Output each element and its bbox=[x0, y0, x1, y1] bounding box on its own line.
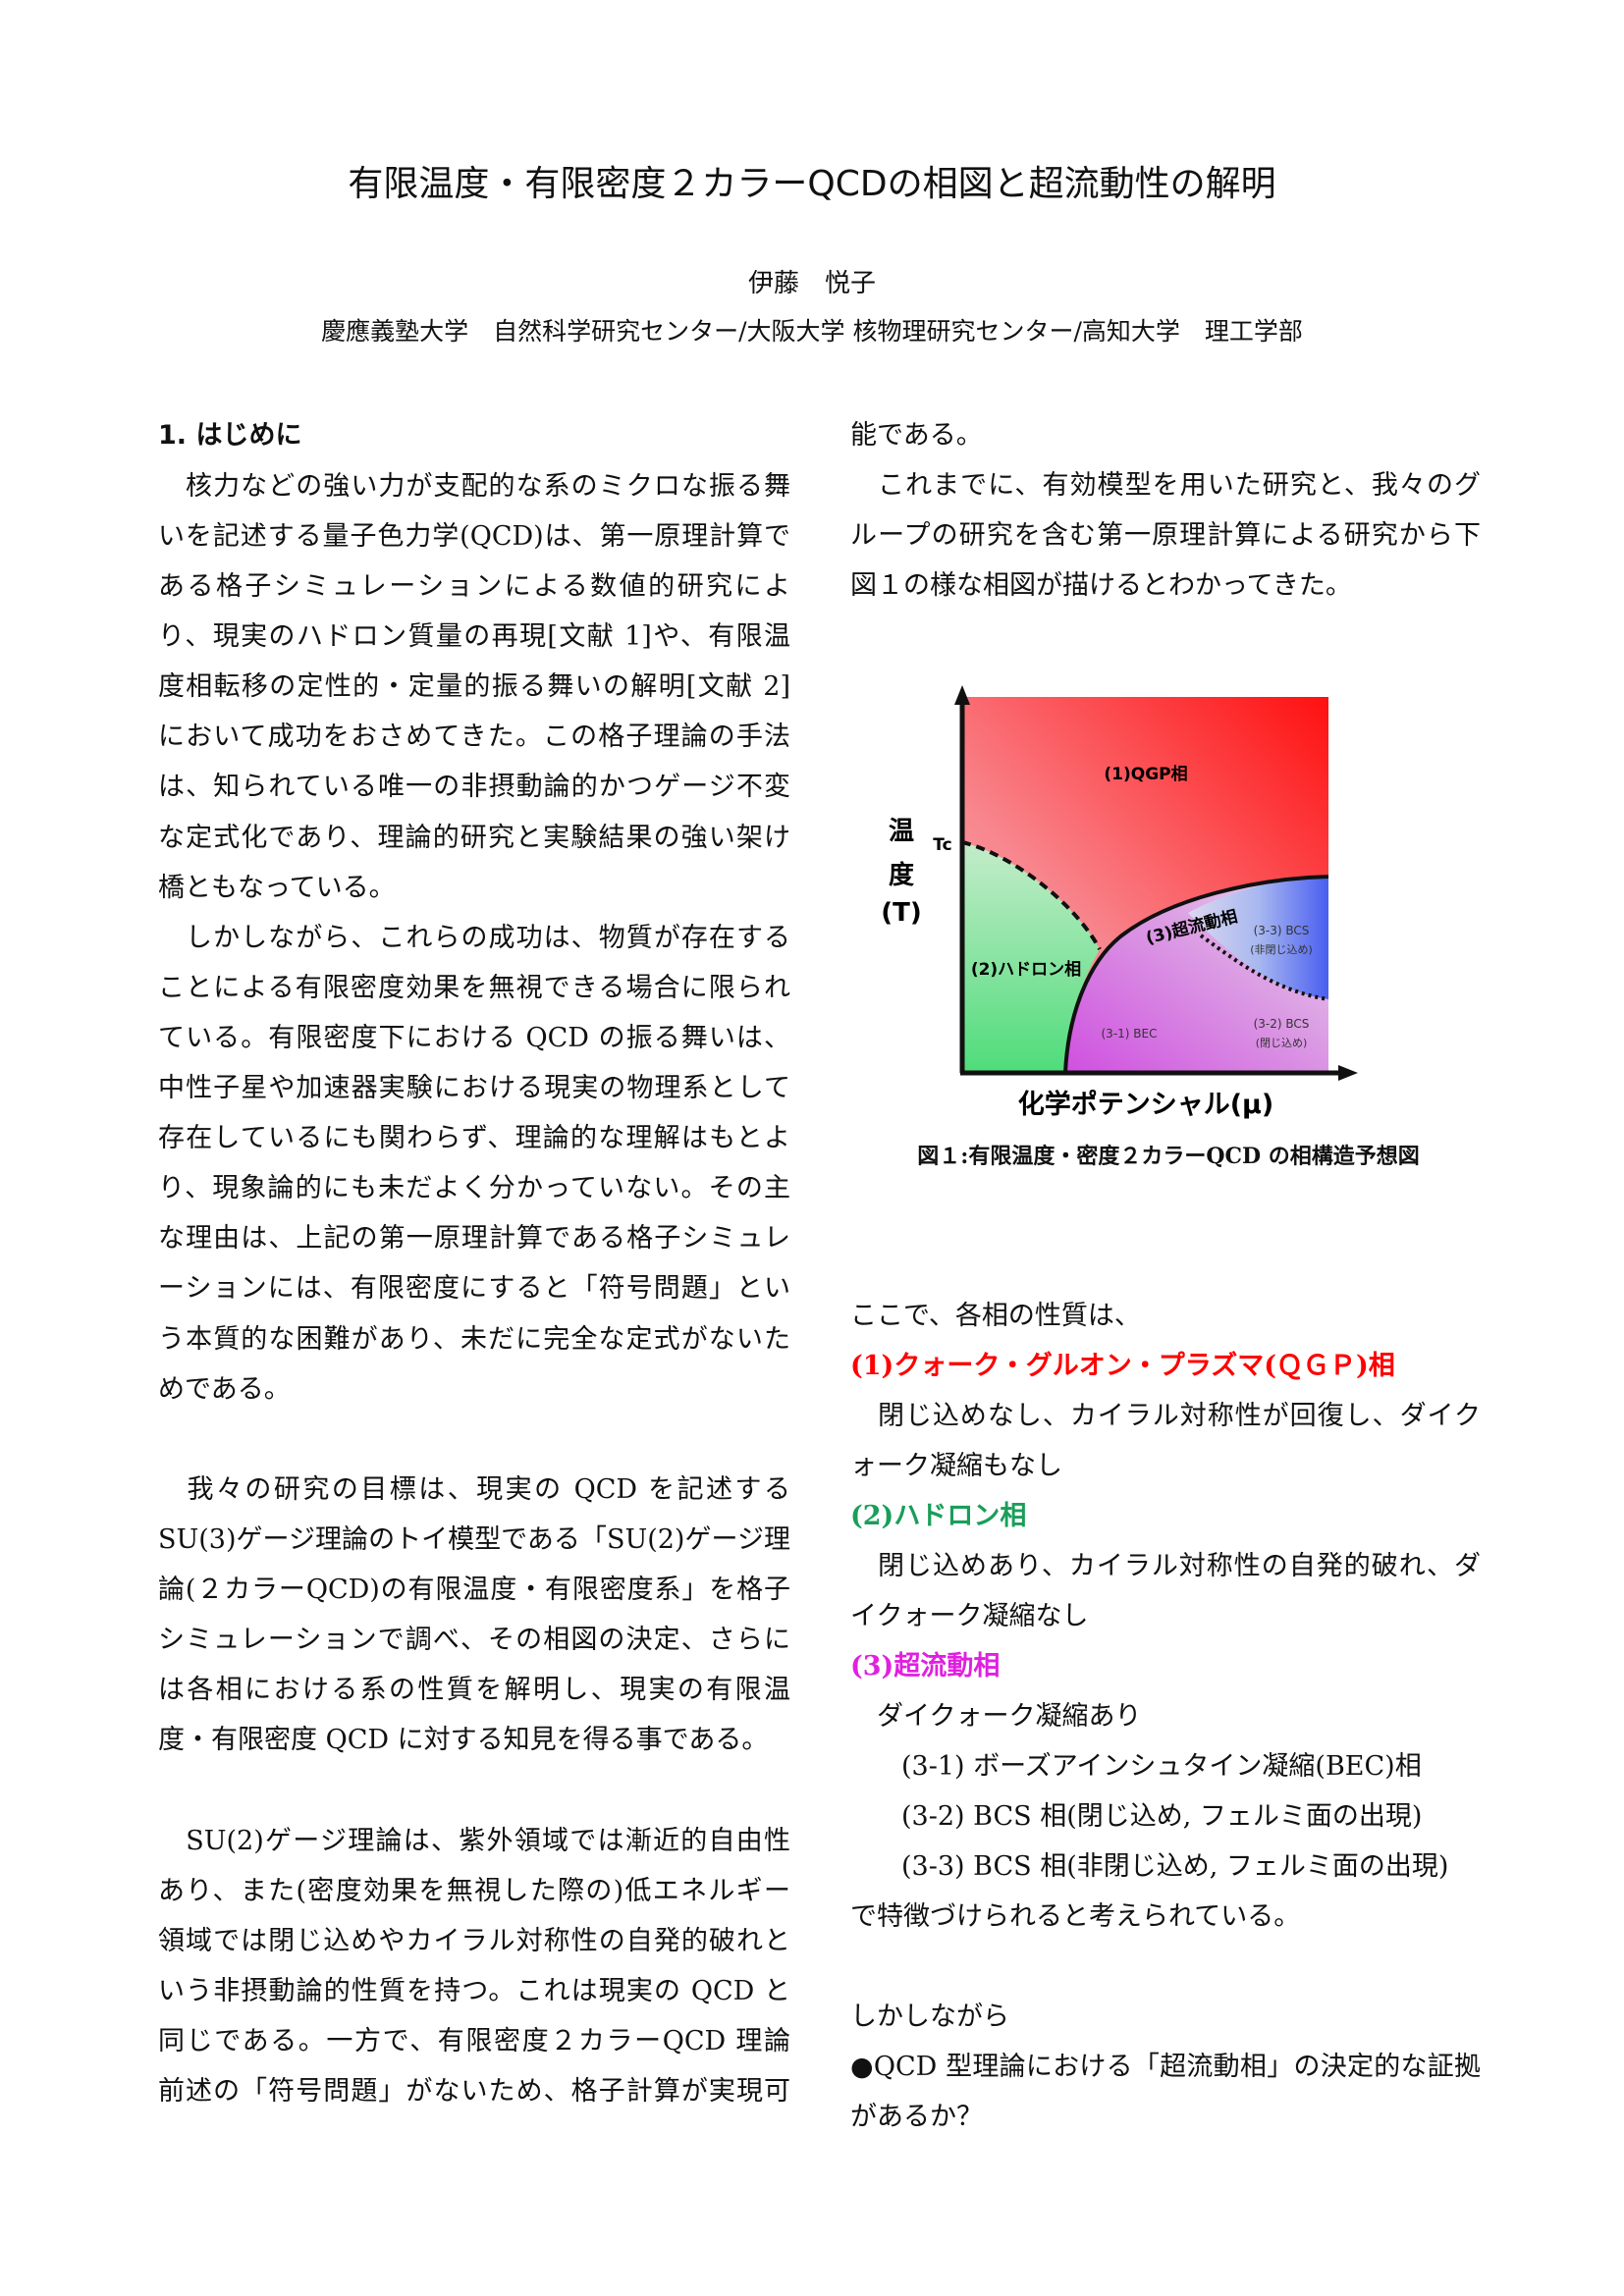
phase-desc: 閉じ込めなし、カイラル対称性が回復し、ダイク bbox=[850, 1401, 1481, 1431]
paragraph-line: 度相転移の定性的・定量的振る舞いの解明[文献 2] bbox=[158, 671, 790, 703]
paragraph-line: 橋ともなっている。 bbox=[158, 872, 396, 903]
phase-desc: イクォーク凝縮なし bbox=[850, 1601, 1089, 1631]
x-axis-label: 化学ポテンシャル(μ) bbox=[1018, 1089, 1274, 1120]
paragraph-line: SU(2)ゲージ理論は、紫外領域では漸近的自由性が bbox=[186, 1825, 790, 1856]
paragraph-line: ことによる有限密度効果を無視できる場合に限られ bbox=[158, 972, 790, 1003]
paragraph-line: 核力などの強い力が支配的な系のミクロな振る舞 bbox=[158, 470, 790, 502]
hadron-qgp-crossover-line bbox=[961, 840, 1102, 950]
y-axis-label: 度 bbox=[889, 860, 914, 890]
subphase-item: (3-3) BCS 相(非閉じ込め, フェルミ面の出現) bbox=[901, 1851, 1449, 1882]
paragraph-line: SU(3)ゲージ理論のトイ模型である「SU(2)ゲージ理 bbox=[158, 1523, 790, 1555]
question-line: ●QCD 型理論における「超流動相」の決定的な証拠 bbox=[850, 2052, 1481, 2082]
paragraph-line: 能である。 bbox=[850, 420, 983, 451]
left-column: 1. はじめに 核力などの強い力が支配的な系のミクロな振る舞 いを記述する量子色力… bbox=[158, 0, 790, 2296]
paragraph-line: 図１の様な相図が描けるとわかってきた。 bbox=[850, 570, 1352, 601]
hadron-label: (2)ハドロン相 bbox=[971, 959, 1081, 980]
paragraph-line: しかしながら、これらの成功は、物質が存在する bbox=[158, 922, 790, 953]
paragraph-line: 中性子星や加速器実験における現実の物理系として bbox=[158, 1073, 790, 1103]
paragraph-line: う本質的な困難があり、未だに完全な定式がないた bbox=[158, 1323, 790, 1355]
paragraph-line: は、知られている唯一の非摂動論的かつゲージ不変 bbox=[158, 772, 790, 803]
paragraph-line: において成功をおさめてきた。この格子理論の手法 bbox=[158, 721, 790, 753]
superfluid-boundary-line bbox=[1063, 875, 1329, 1074]
phase-desc: 閉じ込めあり、カイラル対称性の自発的破れ、ダ bbox=[850, 1551, 1481, 1581]
paragraph-line: ループの研究を含む第一原理計算による研究から下 bbox=[850, 520, 1481, 551]
section-heading: 1. はじめに bbox=[158, 420, 302, 451]
x-axis-arrow-icon bbox=[1338, 1065, 1358, 1081]
phases-intro: ここで、各相の性質は、 bbox=[850, 1301, 1141, 1331]
paragraph-line: ーションには、有限密度にすると「符号問題」とい bbox=[158, 1273, 790, 1305]
subphase-item: (3-2) BCS 相(閉じ込め, フェルミ面の出現) bbox=[901, 1801, 1423, 1832]
paragraph-line: 我々の研究の目標は、現実の QCD を記述する bbox=[158, 1473, 790, 1505]
paragraph-line: 度・有限密度 QCD に対する知見を得る事である。 bbox=[158, 1725, 769, 1756]
paragraph-line: シミュレーションで調べ、その相図の決定、さらに bbox=[158, 1625, 790, 1656]
tc-label: Tc bbox=[933, 835, 951, 855]
phase-desc: ダイクォーク凝縮あり bbox=[850, 1701, 1142, 1732]
paragraph-line: あり、また(密度効果を無視した際の)低エネルギー bbox=[158, 1875, 790, 1906]
bcs-deconfined-sublabel: (非閉じ込め) bbox=[1250, 943, 1313, 956]
paragraph-line: り、現実のハドロン質量の再現[文献 1]や、有限温 bbox=[158, 621, 790, 653]
phase-desc: ォーク凝縮もなし bbox=[850, 1451, 1062, 1481]
paragraph-line: 領域では閉じ込めやカイラル対称性の自発的破れと bbox=[158, 1925, 790, 1956]
paragraph-line: 存在しているにも関わらず、理論的な理解はもとよ bbox=[158, 1123, 790, 1154]
bcs-confined-sublabel: (閉じ込め) bbox=[1256, 1037, 1308, 1049]
figure-caption: 図１:有限温度・密度２カラーQCD の相構造予想図 bbox=[917, 1144, 1420, 1169]
paragraph-line: り、現象論的にも未だよく分かっていない。その主 bbox=[158, 1173, 790, 1204]
y-axis-label: (T) bbox=[881, 898, 922, 928]
bec-label: (3-1) BEC bbox=[1102, 1027, 1158, 1041]
paragraph-line: 論(２カラーQCD)の有限温度・有限密度系」を格子 bbox=[158, 1575, 790, 1605]
right-column: 能である。 これまでに、有効模型を用いた研究と、我々のグ ループの研究を含む第一… bbox=[850, 0, 1481, 2296]
paragraph-line: いを記述する量子色力学(QCD)は、第一原理計算で bbox=[158, 520, 790, 552]
hadron-region bbox=[962, 842, 1100, 1073]
question-line: があるか？ bbox=[850, 2102, 983, 2132]
paragraph-line: いう非摂動論的性質を持つ。これは現実の QCD と bbox=[158, 1975, 790, 2006]
subphase-item: (3-1) ボーズアインシュタイン凝縮(BEC)相 bbox=[901, 1751, 1422, 1782]
bcs-confined-label: (3-2) BCS bbox=[1254, 1017, 1310, 1031]
paragraph-line: な定式化であり、理論的研究と実験結果の強い架け bbox=[158, 822, 790, 853]
however-line: しかしながら bbox=[850, 2002, 1009, 2032]
phase-title-qgp: (1)クォーク・グルオン・プラズマ(ＱＧＰ)相 bbox=[850, 1351, 1395, 1381]
page-title: 有限温度・有限密度２カラーQCDの相図と超流動性の解明 bbox=[348, 164, 1276, 204]
qgp-label: (1)QGP相 bbox=[1104, 764, 1187, 784]
conclusion-line: で特徴づけられると考えられている。 bbox=[850, 1901, 1301, 1932]
bcs-deconfined-label: (3-3) BCS bbox=[1254, 924, 1310, 937]
phase-title-hadron: (2)ハドロン相 bbox=[850, 1501, 1027, 1531]
author: 伊藤 悦子 bbox=[747, 269, 876, 298]
y-axis-arrow-icon bbox=[954, 685, 970, 705]
paragraph-line: ている。有限密度下における QCD の振る舞いは、 bbox=[158, 1022, 790, 1053]
affiliation: 慶應義塾大学 自然科学研究センター/大阪大学 核物理研究センター/高知大学 理工… bbox=[321, 317, 1303, 346]
phase-diagram-figure: 温 度 (T) Tc 化学ポテンシャル(μ) (1)QGP相 (2)ハドロン相 … bbox=[881, 685, 1358, 1120]
paragraph-line: 同じである。一方で、有限密度２カラーQCD 理論は、 bbox=[158, 2025, 790, 2056]
paragraph-line: 前述の「符号問題」がないため、格子計算が実現可 bbox=[158, 2076, 790, 2107]
paragraph-line: な理由は、上記の第一原理計算である格子シミュレ bbox=[158, 1223, 790, 1255]
confinement-boundary-line bbox=[1199, 934, 1329, 1001]
paragraph-line: ある格子シミュレーションによる数値的研究によ bbox=[158, 571, 790, 602]
paragraph-line: は各相における系の性質を解明し、現実の有限温 bbox=[158, 1675, 790, 1706]
paragraph-line: めである。 bbox=[158, 1373, 291, 1405]
paragraph-line: これまでに、有効模型を用いた研究と、我々のグ bbox=[850, 470, 1481, 501]
y-axis-label: 温 bbox=[889, 817, 914, 846]
phase-title-superfluid: (3)超流動相 bbox=[850, 1651, 1001, 1682]
bcs-deconfined-region bbox=[1188, 877, 1328, 999]
